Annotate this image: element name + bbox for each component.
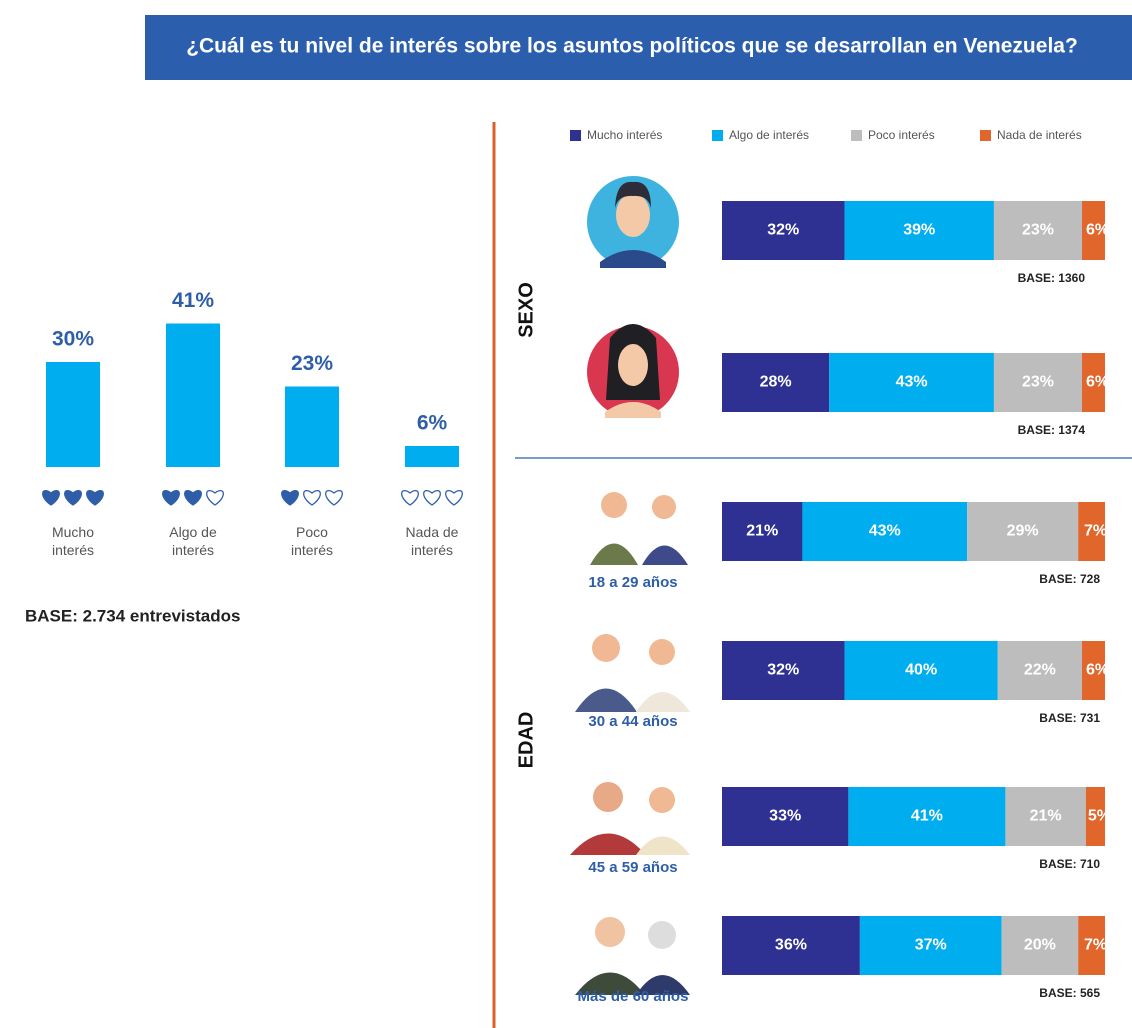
segment-label: 6% — [1086, 222, 1109, 239]
value-label: 23% — [291, 352, 333, 375]
segment-label: 22% — [1024, 662, 1056, 679]
base-label: BASE: 731 — [1039, 711, 1100, 725]
segment-label: 21% — [746, 523, 778, 540]
avatar-man — [587, 176, 679, 268]
base-note: BASE: 2.734 entrevistados — [25, 606, 240, 625]
legend-label: Poco interés — [868, 128, 935, 142]
base-label: BASE: 728 — [1039, 572, 1100, 586]
value-label: 30% — [52, 328, 94, 351]
heart-icon — [87, 491, 104, 505]
bar — [46, 362, 100, 467]
heart-icon — [282, 491, 299, 505]
segment-label: 32% — [767, 222, 799, 239]
legend-label: Algo de interés — [729, 128, 809, 142]
avatar-30-44 — [575, 634, 690, 712]
segment-label: 23% — [1022, 374, 1054, 391]
row-label: 18 a 29 años — [588, 574, 677, 591]
category-label: Poco interés — [280, 523, 344, 559]
category-label-box: Mucho interés — [28, 523, 118, 567]
segment-label: 40% — [905, 662, 937, 679]
category-label: Mucho interés — [41, 523, 105, 559]
category-label-box: Algo de interés — [148, 523, 238, 567]
segment-label: 5% — [1088, 808, 1111, 825]
avatar-18-29 — [590, 492, 688, 565]
base-label: BASE: 710 — [1039, 857, 1100, 871]
avatar-woman — [587, 324, 679, 418]
legend-swatch — [851, 130, 862, 141]
segment-label: 43% — [869, 523, 901, 540]
bar — [405, 446, 459, 467]
legend-label: Nada de interés — [997, 128, 1082, 142]
heart-icon — [185, 491, 202, 505]
avatar-45-59 — [570, 782, 690, 855]
base-label: BASE: 1374 — [1018, 423, 1086, 437]
segment-label: 28% — [760, 374, 792, 391]
infographic: ¿Cuál es tu nivel de interés sobre los a… — [0, 0, 1132, 1028]
heart-icon — [65, 491, 82, 505]
segment-label: 43% — [896, 374, 928, 391]
base-label: BASE: 1360 — [1018, 271, 1086, 285]
avatar-60-plus — [575, 917, 690, 995]
heart-icon — [424, 491, 441, 505]
segment-label: 29% — [1007, 523, 1039, 540]
legend-swatch — [712, 130, 723, 141]
segment-label: 7% — [1084, 937, 1107, 954]
category-label: Nada de interés — [400, 523, 464, 559]
group-label: EDAD — [515, 712, 537, 769]
heart-icon — [304, 491, 321, 505]
bar — [285, 387, 339, 468]
segment-label: 20% — [1024, 937, 1056, 954]
base-label: BASE: 565 — [1039, 986, 1100, 1000]
heart-icon — [207, 491, 224, 505]
heart-icon — [163, 491, 180, 505]
row-label: 30 a 44 años — [588, 713, 677, 730]
page-title: ¿Cuál es tu nivel de interés sobre los a… — [186, 35, 1078, 58]
legend-swatch — [980, 130, 991, 141]
category-label: Algo de interés — [161, 523, 225, 559]
segment-label: 7% — [1084, 523, 1107, 540]
segment-label: 32% — [767, 662, 799, 679]
segment-label: 36% — [775, 937, 807, 954]
segment-label: 33% — [769, 808, 801, 825]
category-label-box: Poco interés — [267, 523, 357, 567]
row-label: 45 a 59 años — [588, 859, 677, 876]
segment-label: 39% — [903, 222, 935, 239]
row-label: Más de 60 años — [578, 988, 689, 1005]
group-label: SEXO — [515, 282, 537, 338]
legend-label: Mucho interés — [587, 128, 662, 142]
segment-label: 23% — [1022, 222, 1054, 239]
segment-label: 6% — [1086, 662, 1109, 679]
bar — [166, 324, 220, 468]
segment-label: 41% — [911, 808, 943, 825]
heart-icon — [43, 491, 60, 505]
segment-label: 37% — [915, 937, 947, 954]
value-label: 6% — [417, 412, 448, 435]
segment-label: 6% — [1086, 374, 1109, 391]
heart-icon — [326, 491, 343, 505]
category-label-box: Nada de interés — [387, 523, 477, 567]
value-label: 41% — [172, 289, 214, 312]
heart-icon — [446, 491, 463, 505]
heart-icon — [402, 491, 419, 505]
legend-swatch — [570, 130, 581, 141]
segment-label: 21% — [1030, 808, 1062, 825]
